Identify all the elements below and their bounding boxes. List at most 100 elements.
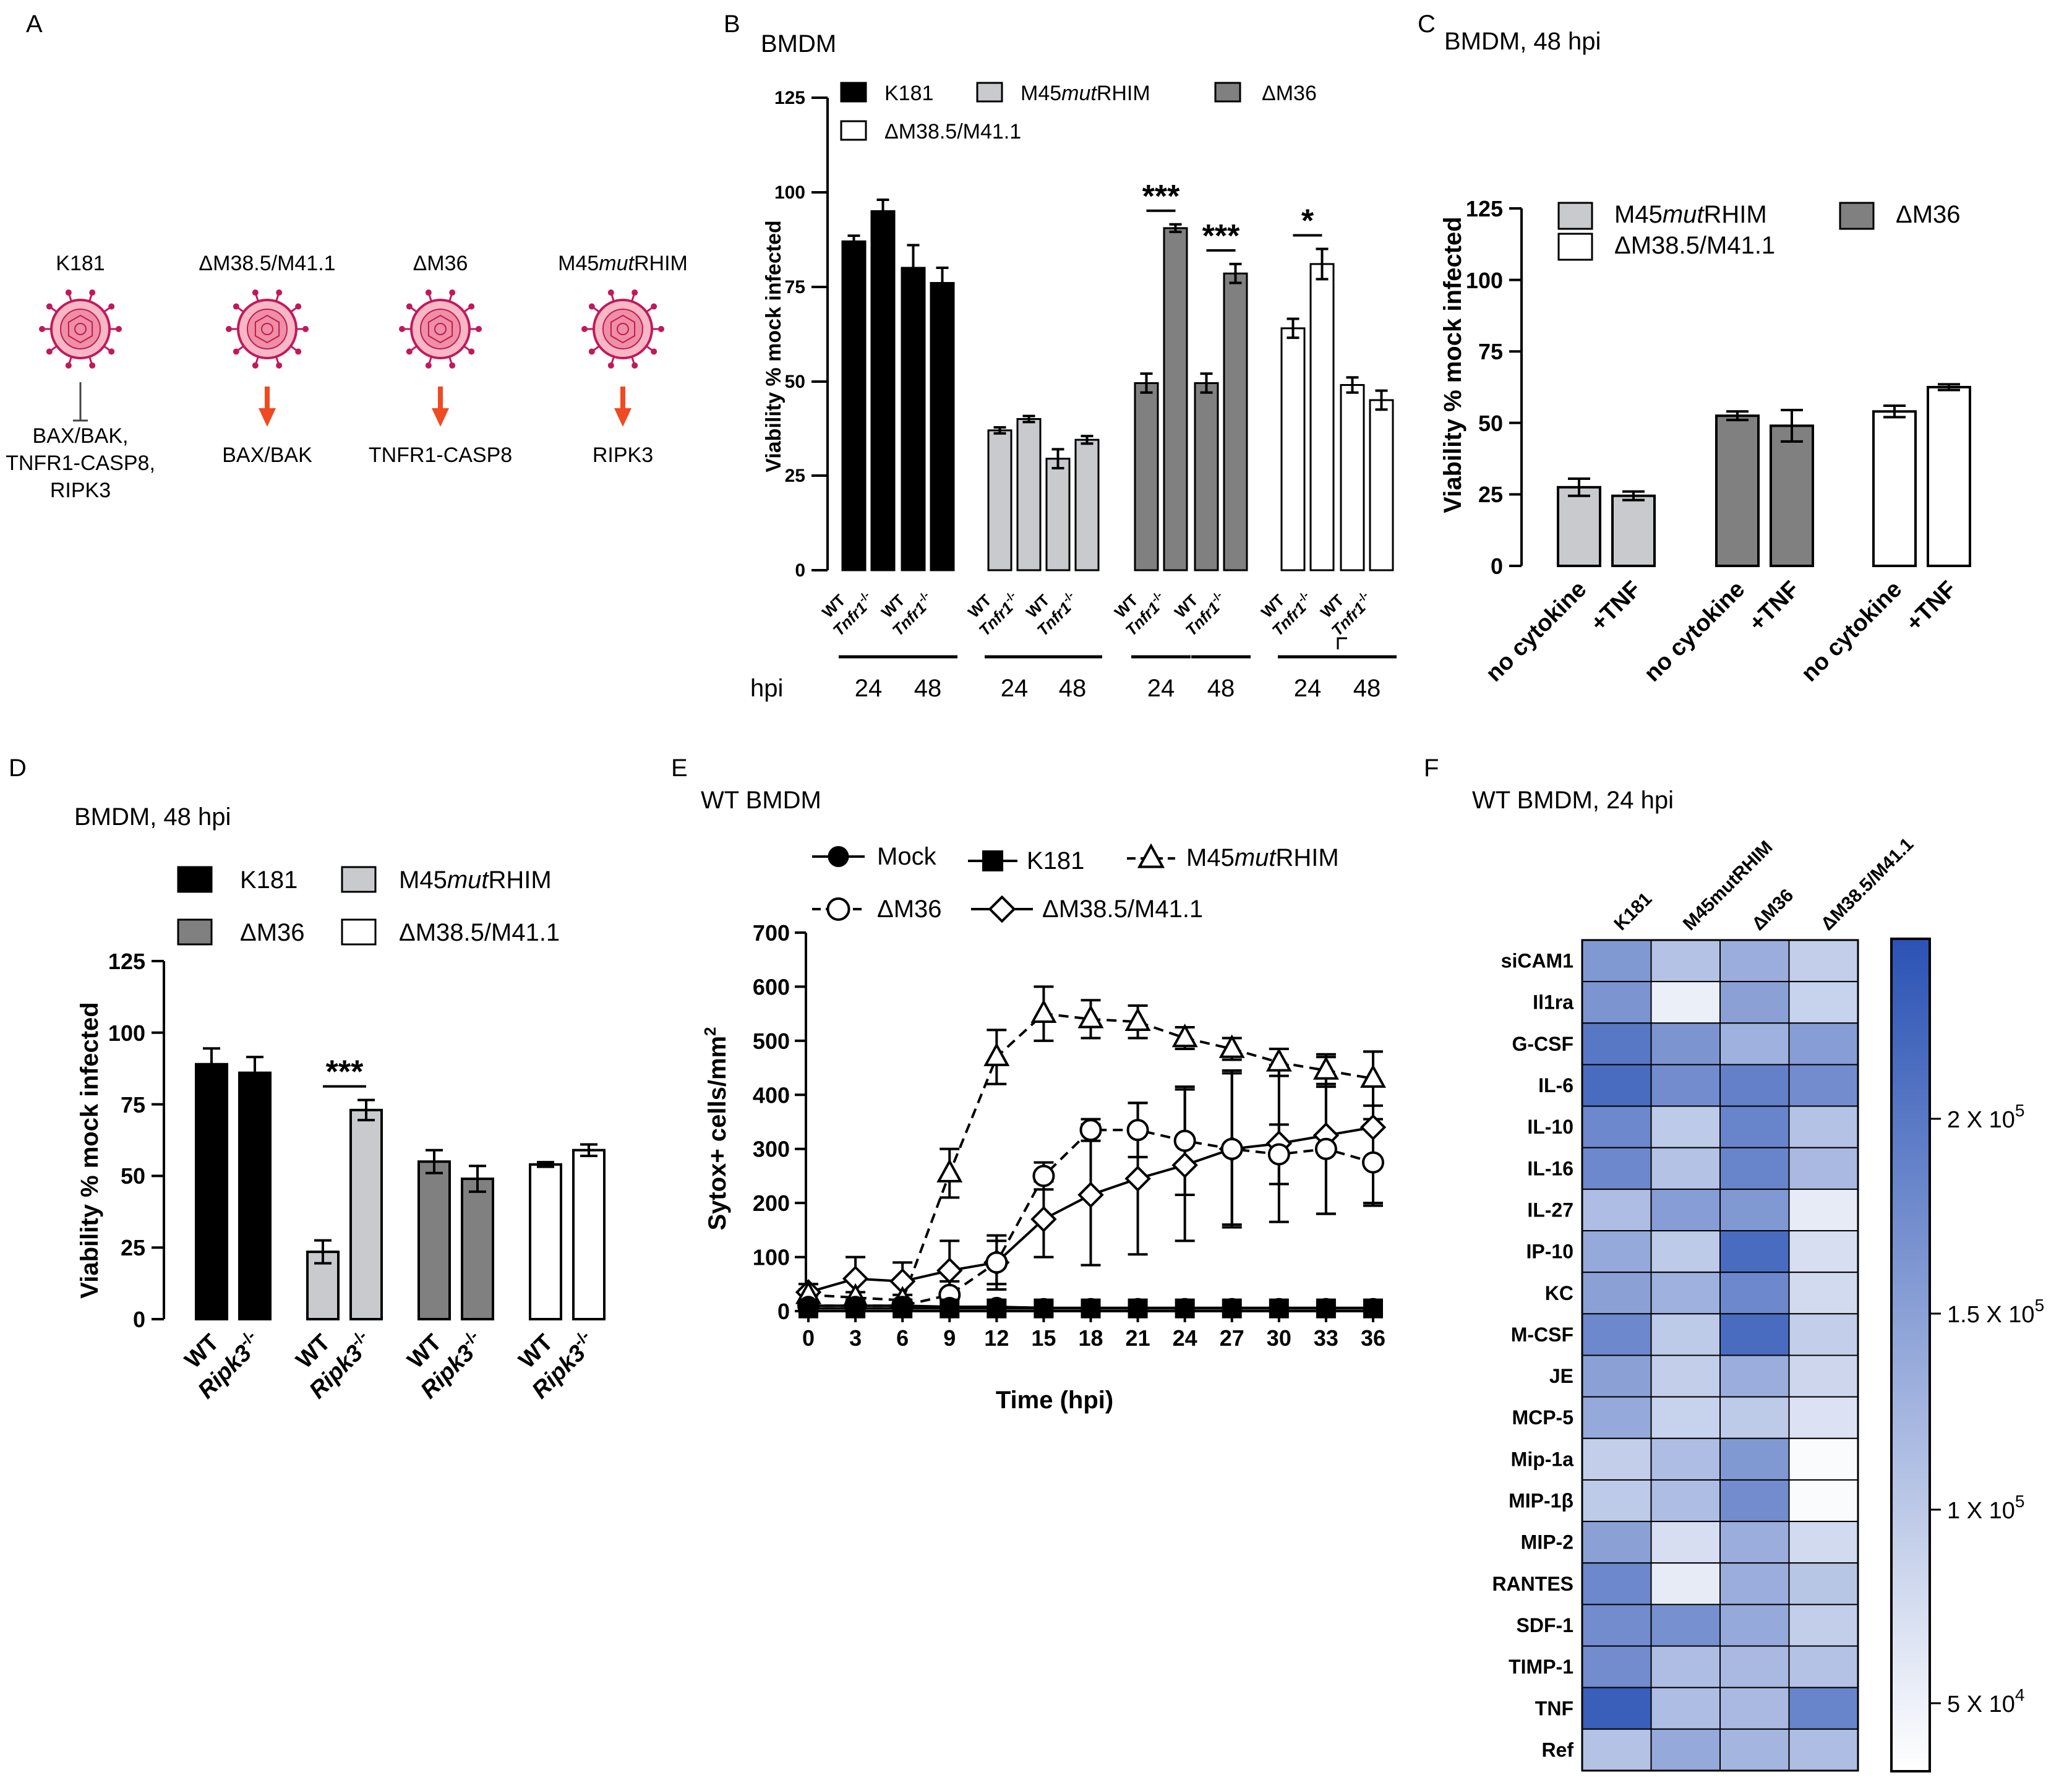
arrow-head-icon: [432, 408, 449, 427]
heatmap-cell: [1650, 1230, 1721, 1273]
legend-swatch-m45: [1557, 202, 1593, 230]
x-tick-label: 18: [1078, 1325, 1103, 1351]
category-label: no cytokine: [1639, 576, 1750, 687]
marker-triangle-open: [1360, 1064, 1386, 1088]
colorbar-gradient: [1890, 938, 1931, 1772]
legend-label-k181: K181: [1027, 847, 1084, 874]
y-tick-label: 400: [753, 1082, 790, 1108]
heatmap-cell: [1650, 939, 1721, 983]
heatmap-cell: [1719, 1188, 1790, 1232]
virus-spike-tip: [631, 362, 638, 369]
heatmap-row-label: KC: [1545, 1282, 1573, 1304]
genome-icon: [434, 323, 447, 335]
panel-d-ylabel: Viability % mock infected: [76, 1002, 103, 1298]
heatmap-row-label: IL-27: [1527, 1199, 1573, 1221]
heatmap-cell: [1788, 981, 1859, 1024]
heatmap-cell: [1788, 1147, 1859, 1190]
virus-spike-tip: [476, 326, 482, 332]
heatmap-cell: [1719, 1479, 1790, 1523]
bar: [1770, 424, 1814, 568]
panel-d-axis: 0 25 50 75 100 125: [108, 949, 165, 1332]
hpi-label: 48: [1059, 675, 1087, 702]
bar: [1611, 494, 1656, 567]
significance-stars: *: [1301, 203, 1314, 239]
heatmap-cell: [1650, 1645, 1721, 1688]
heatmap-cell: [1719, 1064, 1790, 1107]
panel-e-xlabel: Time (hpi): [996, 1387, 1113, 1414]
target-k181-2: TNFR1-CASP8,: [6, 451, 155, 475]
marker-triangle-open: [1137, 843, 1165, 868]
heatmap-border: [1581, 939, 1859, 1772]
arrow-icon: [265, 387, 270, 410]
arrow-head-icon: [614, 408, 631, 427]
panel-f-title: WT BMDM, 24 hpi: [1472, 787, 1674, 814]
b-tick-label: 75: [785, 277, 805, 297]
significance-stars: ***: [326, 1054, 364, 1090]
virus-spike-tip: [406, 303, 413, 310]
virus-spike-tip: [658, 326, 664, 332]
marker-triangle-open: [1218, 1034, 1245, 1058]
heatmap-row-label: JE: [1549, 1365, 1573, 1387]
x-tick-label: 33: [1314, 1325, 1338, 1351]
virus-spike-tip: [233, 303, 239, 310]
hpi-label: 24: [1147, 675, 1175, 702]
marker-diamond-open: [988, 895, 1016, 923]
marker-triangle-open: [983, 1042, 1010, 1066]
legend-label-k181: K181: [240, 866, 298, 894]
x-tick-label: 24: [1173, 1325, 1197, 1351]
heatmap-col-label: K181: [1610, 889, 1656, 934]
target-k181-1: BAX/BAK,: [33, 424, 129, 448]
bar: [238, 1071, 272, 1320]
heatmap-cell: [1719, 1604, 1790, 1647]
marker-circle-open: [1032, 1165, 1055, 1187]
b-tick-label: 125: [774, 88, 805, 108]
marker-diamond-open: [936, 1257, 963, 1284]
marker-diamond-open: [1359, 1114, 1387, 1140]
hpi-label: 24: [1001, 675, 1029, 702]
x-tick-label: 30: [1267, 1325, 1291, 1351]
heatmap-cell: [1719, 1437, 1790, 1481]
heatmap-cell: [1582, 1105, 1652, 1148]
panel-c-title: BMDM, 48 hpi: [1444, 28, 1601, 55]
marker-square-filled: [893, 1298, 913, 1319]
heatmap-cell: [1719, 1230, 1790, 1273]
y-tick-label: 600: [753, 974, 790, 999]
marker-square-filled: [798, 1298, 818, 1319]
d-tick-label: 125: [108, 949, 145, 974]
marker-square-filled: [1128, 1298, 1148, 1319]
legend-label-m45: M45mutRHIM: [1614, 201, 1767, 228]
virus-label-m45mutrhim: M45mutRHIM: [558, 252, 688, 275]
virus-spike-tip: [651, 348, 657, 355]
heatmap-cell: [1582, 939, 1652, 983]
heatmap-cell: [1582, 1479, 1652, 1523]
heatmap-cell: [1650, 1437, 1721, 1481]
panel-letter-c: C: [1418, 11, 1436, 38]
heatmap-cell: [1719, 1354, 1790, 1398]
heatmap-cell: [1719, 1521, 1790, 1564]
virus-spike-tip: [631, 289, 638, 296]
virus-spike-tip: [581, 326, 588, 332]
bar: [1280, 327, 1306, 571]
capsid-icon: [67, 314, 93, 344]
target-dm38: BAX/BAK: [222, 443, 312, 467]
x-tick-label: 0: [802, 1325, 815, 1351]
heatmap-cell: [1650, 1687, 1721, 1730]
bar: [1309, 263, 1335, 571]
virus-spike-tip: [276, 289, 283, 296]
y-tick-label: 300: [753, 1137, 790, 1162]
marker-circle-open: [985, 1251, 1008, 1274]
heatmap-cell: [1582, 1230, 1652, 1273]
heatmap-cell: [1650, 981, 1721, 1024]
heatmap-cell: [1582, 1645, 1652, 1688]
genome-icon: [617, 323, 629, 335]
heatmap-cell: [1788, 1188, 1859, 1232]
virus-spike-tip: [295, 348, 302, 355]
legend-label-m45: M45mutRHIM: [1021, 82, 1150, 105]
heatmap-cell: [1719, 981, 1790, 1024]
virus-label-dm38: ΔM38.5/M41.1: [199, 252, 335, 275]
b-tick-label: 0: [795, 560, 805, 581]
heatmap-cell: [1582, 1728, 1652, 1772]
panel-b-axis: 0 25 50 75 100 125: [774, 88, 829, 581]
